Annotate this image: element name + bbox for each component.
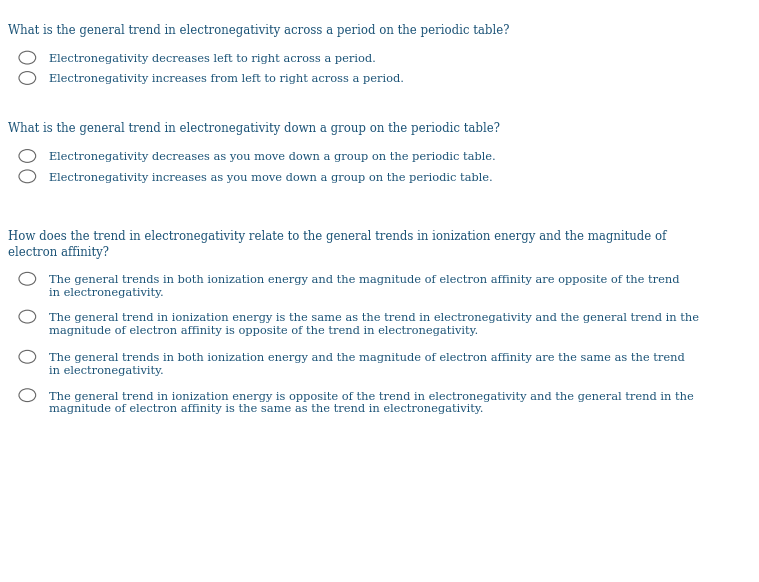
Text: Electronegativity increases from left to right across a period.: Electronegativity increases from left to… [49, 74, 405, 84]
Text: The general trend in ionization energy is opposite of the trend in electronegati: The general trend in ionization energy i… [49, 392, 694, 414]
Text: The general trends in both ionization energy and the magnitude of electron affin: The general trends in both ionization en… [49, 275, 680, 298]
Text: Electronegativity decreases left to right across a period.: Electronegativity decreases left to righ… [49, 54, 376, 64]
Text: The general trends in both ionization energy and the magnitude of electron affin: The general trends in both ionization en… [49, 353, 685, 376]
Text: What is the general trend in electronegativity down a group on the periodic tabl: What is the general trend in electronega… [8, 122, 499, 135]
Text: Electronegativity decreases as you move down a group on the periodic table.: Electronegativity decreases as you move … [49, 152, 496, 162]
Text: Electronegativity increases as you move down a group on the periodic table.: Electronegativity increases as you move … [49, 173, 493, 183]
Text: What is the general trend in electronegativity across a period on the periodic t: What is the general trend in electronega… [8, 24, 509, 37]
Text: The general trend in ionization energy is the same as the trend in electronegati: The general trend in ionization energy i… [49, 313, 699, 336]
Text: How does the trend in electronegativity relate to the general trends in ionizati: How does the trend in electronegativity … [8, 230, 666, 260]
